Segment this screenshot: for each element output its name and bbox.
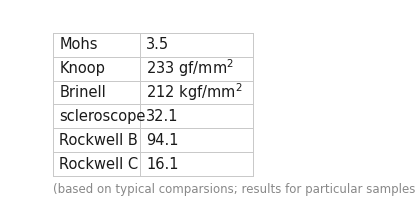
Text: 32.1: 32.1 [146,109,178,124]
Text: Brinell: Brinell [59,85,106,100]
Text: (based on typical comparsions; results for particular samples may differ): (based on typical comparsions; results f… [54,183,415,196]
Text: 94.1: 94.1 [146,133,178,148]
Text: 3.5: 3.5 [146,37,169,52]
Text: Knoop: Knoop [59,61,105,76]
Text: Mohs: Mohs [59,37,98,52]
Text: Rockwell B: Rockwell B [59,133,138,148]
Text: Rockwell C: Rockwell C [59,157,138,172]
Text: 212 kgf/mm$^{2}$: 212 kgf/mm$^{2}$ [146,82,242,103]
Text: 16.1: 16.1 [146,157,178,172]
Text: scleroscope: scleroscope [59,109,146,124]
Text: 233 gf/mm$^{2}$: 233 gf/mm$^{2}$ [146,58,234,79]
